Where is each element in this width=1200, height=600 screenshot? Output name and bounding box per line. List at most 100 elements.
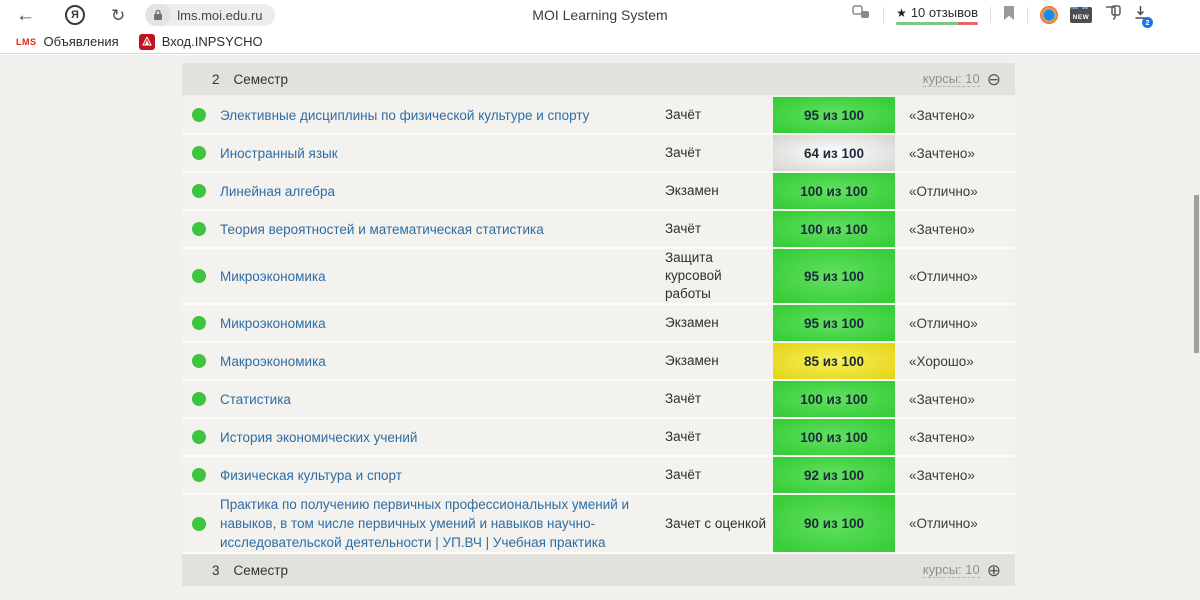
courses-count-link[interactable]: курсы: 10 [922,561,980,579]
extension-icon[interactable] [1040,6,1058,24]
exam-type: Защита курсовой работы [665,250,722,301]
course-row: Микроэкономика Экзамен 95 из 100 «Отличн… [182,305,1015,343]
status-cell [182,316,220,330]
status-dot-icon [192,316,206,330]
back-button[interactable]: ← [16,4,35,26]
status-cell [182,146,220,160]
separator [1027,7,1028,23]
collections-icon[interactable] [1104,5,1121,25]
status-cell [182,269,220,283]
status-dot-icon [192,222,206,236]
course-link[interactable]: Элективные дисциплины по физической куль… [220,107,590,123]
exam-type: Зачёт [665,107,702,122]
status-dot-icon [192,354,206,368]
grade-text: «Отлично» [909,183,978,199]
semester-number: 3 [212,562,220,578]
protect-icon[interactable] [852,5,871,25]
semester-title: Семестр [233,71,289,87]
separator [883,7,885,23]
new-label: NEW [1072,14,1090,21]
score-cell: 100 из 100 [773,381,895,417]
inpsycho-favicon [138,33,155,50]
bookmark-label: Объявления [43,34,119,49]
score-cell: 95 из 100 [773,249,895,303]
status-dot-icon [192,108,206,122]
course-link[interactable]: Физическая культура и спорт [220,467,402,483]
exam-type: Зачёт [665,467,702,482]
course-row: История экономических учений Зачёт 100 и… [182,419,1015,457]
course-link[interactable]: Статистика [220,391,291,407]
scrollbar-thumb[interactable] [1194,195,1199,353]
course-link[interactable]: Макроэкономика [220,353,326,369]
reviews-label: 10 отзывов [910,5,978,20]
browser-chrome: MOI Learning System ← Я ↻ lms.moi.edu.ru… [0,0,1200,30]
course-link[interactable]: Микроэкономика [220,315,326,331]
semester-title: Семестр [233,562,289,578]
course-link[interactable]: Практика по получению первичных професси… [220,497,630,550]
exam-type: Зачёт [665,429,702,444]
lms-page: 2 Семестр курсы: 10 ⊖ Элективные дисципл… [0,55,1200,600]
grade-text: «Зачтено» [909,145,975,161]
score-cell: 64 из 100 [773,135,895,171]
course-link[interactable]: Иностранный язык [220,145,338,161]
download-count-badge: 2 [1142,17,1153,28]
expand-icon[interactable]: ⊕ [986,560,1001,580]
lock-icon[interactable] [145,4,172,26]
courses-count-link[interactable]: курсы: 10 [922,70,980,88]
status-cell [182,184,220,198]
bookmarks-bar: LMS Объявления Вход.INPSYCHO [0,30,1200,54]
refresh-button[interactable]: ↻ [111,5,126,25]
bookmark-icon[interactable] [1003,5,1015,26]
grade-text: «Отлично» [909,268,978,284]
grade-text: «Зачтено» [909,107,975,123]
status-cell [182,516,220,531]
course-link[interactable]: История экономических учений [220,429,418,445]
course-link[interactable]: Микроэкономика [220,268,326,284]
score-cell: 100 из 100 [773,211,895,247]
semester-2-header: 2 Семестр курсы: 10 ⊖ [182,63,1015,95]
course-row: Практика по получению первичных професси… [182,495,1015,554]
score-cell: 85 из 100 [773,343,895,379]
downloads-icon[interactable]: 2 [1133,5,1153,28]
status-dot-icon [192,516,206,531]
grade-text: «Зачтено» [909,429,975,445]
course-row: Статистика Зачёт 100 из 100 «Зачтено» [182,381,1015,419]
exam-type: Экзамен [665,353,719,368]
exam-type: Зачёт [665,221,702,236]
score-cell: 95 из 100 [773,305,895,341]
course-row: Теория вероятностей и математическая ста… [182,211,1015,249]
status-dot-icon [192,146,206,160]
semester-2-rows: Элективные дисциплины по физической куль… [182,97,1015,554]
lms-favicon: LMS [16,36,37,47]
course-link[interactable]: Теория вероятностей и математическая ста… [220,221,544,237]
reviews-widget[interactable]: ★ 10 отзывов [896,5,978,25]
status-cell [182,354,220,368]
course-row: Физическая культура и спорт Зачёт 92 из … [182,457,1015,495]
semester-3-header: 3 Семестр курсы: 10 ⊕ [182,554,1015,586]
status-dot-icon [192,184,206,198]
new-feature-icon[interactable]: NEW [1070,7,1092,23]
exam-type: Зачёт [665,145,702,160]
course-row: Макроэкономика Экзамен 85 из 100 «Хорошо… [182,343,1015,381]
exam-type: Экзамен [665,183,719,198]
course-link[interactable]: Линейная алгебра [220,183,336,199]
exam-type: Зачёт [665,391,702,406]
score-cell: 100 из 100 [773,419,895,455]
status-dot-icon [192,430,206,444]
status-dot-icon [192,392,206,406]
bookmark-item-inpsycho[interactable]: Вход.INPSYCHO [133,33,269,50]
status-cell [182,392,220,406]
status-cell [182,430,220,444]
bookmark-label: Вход.INPSYCHO [161,34,263,49]
grade-text: «Хорошо» [909,353,974,369]
semester-number: 2 [212,71,220,87]
review-rating-bar [896,22,978,25]
address-bar[interactable]: lms.moi.edu.ru [145,4,275,26]
status-dot-icon [192,468,206,482]
bookmark-item-announcements[interactable]: LMS Объявления [10,34,125,49]
collapse-icon[interactable]: ⊖ [986,69,1001,89]
course-row: Элективные дисциплины по физической куль… [182,97,1015,135]
status-cell [182,468,220,482]
score-cell: 92 из 100 [773,457,895,493]
yandex-browser-icon[interactable]: Я [65,5,85,25]
